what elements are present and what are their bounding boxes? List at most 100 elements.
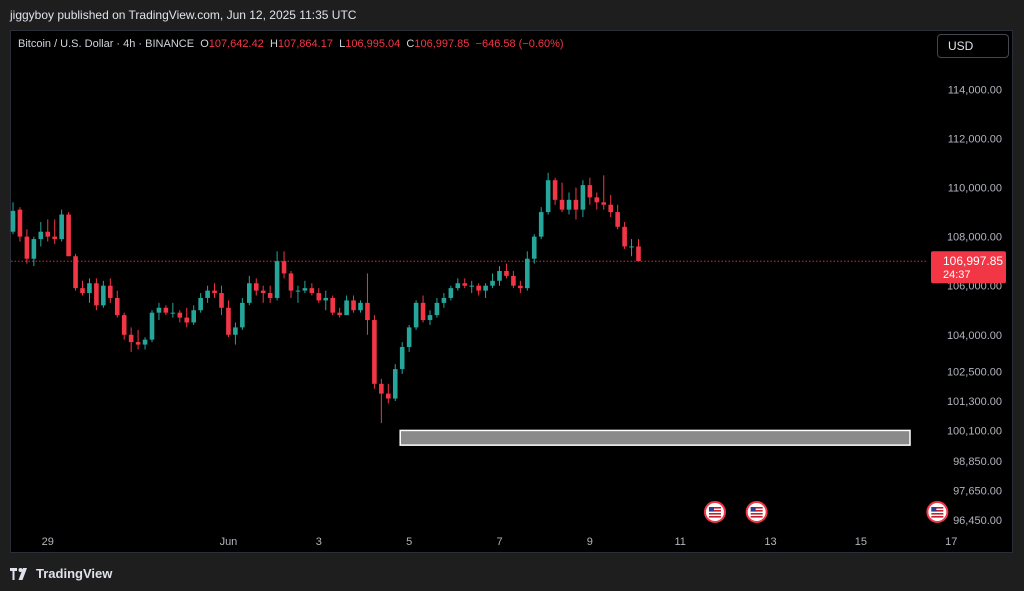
candle-body[interactable]: [10, 210, 16, 232]
candle-body[interactable]: [17, 209, 23, 237]
candle-body[interactable]: [531, 236, 537, 259]
candle-body[interactable]: [184, 317, 190, 323]
candle-body[interactable]: [253, 283, 259, 291]
candle-body[interactable]: [219, 293, 224, 308]
candle-body[interactable]: [566, 199, 572, 210]
y-tick-label: 97,650.00: [953, 486, 1002, 498]
candle-body[interactable]: [80, 288, 85, 294]
candle-body[interactable]: [163, 307, 169, 313]
candle-body[interactable]: [149, 312, 155, 340]
candle-body[interactable]: [323, 297, 329, 301]
candle-body[interactable]: [365, 302, 370, 321]
candle-body[interactable]: [212, 290, 217, 294]
candle-body[interactable]: [490, 280, 495, 286]
candle-body[interactable]: [38, 231, 44, 240]
candle-body[interactable]: [31, 239, 37, 259]
candle-body[interactable]: [142, 339, 148, 345]
candle-body[interactable]: [128, 334, 134, 343]
candle-body[interactable]: [344, 300, 349, 316]
candle-body[interactable]: [608, 204, 613, 213]
candle-body[interactable]: [66, 214, 71, 257]
candle-body[interactable]: [427, 315, 433, 321]
candle-body[interactable]: [441, 297, 447, 303]
candle-body[interactable]: [420, 302, 426, 321]
candle-body[interactable]: [448, 288, 454, 298]
candle-body[interactable]: [372, 320, 377, 384]
candle-body[interactable]: [406, 327, 412, 348]
candle-body[interactable]: [177, 312, 183, 318]
candle-body[interactable]: [399, 347, 405, 370]
candle-body[interactable]: [170, 312, 176, 314]
candle-body[interactable]: [386, 393, 391, 399]
candle-body[interactable]: [629, 246, 634, 248]
candle-body[interactable]: [587, 185, 593, 198]
candle-body[interactable]: [45, 231, 51, 237]
candle-body[interactable]: [337, 312, 342, 316]
candle-body[interactable]: [191, 310, 196, 323]
candle-body[interactable]: [302, 288, 308, 291]
candle-body[interactable]: [559, 199, 565, 210]
candle-body[interactable]: [622, 226, 627, 247]
candle-body[interactable]: [483, 285, 488, 291]
candle-body[interactable]: [24, 236, 30, 259]
candle-body[interactable]: [260, 290, 266, 294]
candle-body[interactable]: [267, 293, 273, 298]
candle-body[interactable]: [233, 327, 238, 335]
candle-body[interactable]: [156, 307, 162, 313]
us-flag-icon[interactable]: [703, 501, 726, 523]
candle-body[interactable]: [413, 302, 419, 328]
candle-body[interactable]: [538, 212, 544, 237]
candle-body[interactable]: [552, 180, 558, 200]
candle-body[interactable]: [462, 283, 468, 286]
support-zone-box[interactable]: [399, 429, 911, 446]
candle-body[interactable]: [379, 383, 384, 394]
candle-body[interactable]: [52, 236, 57, 240]
candle-body[interactable]: [580, 185, 586, 210]
candle-body[interactable]: [601, 202, 607, 205]
candle-body[interactable]: [114, 297, 120, 316]
candle-body[interactable]: [504, 270, 509, 276]
candle-body[interactable]: [59, 214, 64, 240]
candle-body[interactable]: [247, 283, 252, 303]
candle-body[interactable]: [205, 290, 210, 298]
candle-body[interactable]: [497, 270, 502, 281]
us-flag-icon[interactable]: [745, 501, 768, 523]
candle-body[interactable]: [518, 285, 523, 289]
candle-body[interactable]: [469, 285, 474, 287]
candle-body[interactable]: [281, 261, 287, 274]
candle-body[interactable]: [87, 283, 92, 294]
candle-body[interactable]: [108, 285, 113, 298]
candle-body[interactable]: [288, 273, 294, 291]
candle-body[interactable]: [511, 275, 516, 286]
candle-body[interactable]: [121, 315, 127, 335]
candle-body[interactable]: [73, 256, 78, 289]
candle-body[interactable]: [455, 283, 461, 289]
candle-body[interactable]: [226, 307, 231, 335]
candle-body[interactable]: [198, 297, 203, 311]
candle-body[interactable]: [434, 302, 440, 316]
candle-body[interactable]: [358, 302, 363, 311]
candle-body[interactable]: [309, 288, 315, 294]
candle-body[interactable]: [525, 258, 530, 289]
candle-body[interactable]: [351, 300, 356, 311]
candle-body[interactable]: [135, 342, 141, 345]
chart-frame[interactable]: [10, 30, 1013, 553]
candle-body[interactable]: [392, 369, 398, 399]
candle-body[interactable]: [330, 297, 335, 313]
candle-body[interactable]: [573, 199, 579, 210]
candle-body[interactable]: [274, 261, 280, 298]
candle-body[interactable]: [594, 197, 600, 203]
candle-body[interactable]: [101, 285, 106, 306]
symbol-label[interactable]: Bitcoin / U.S. Dollar · 4h · BINANCE: [18, 38, 195, 50]
currency-button[interactable]: USD: [937, 34, 1009, 58]
candle-body[interactable]: [316, 293, 322, 301]
candle-body[interactable]: [94, 283, 99, 306]
us-flag-icon[interactable]: [926, 501, 949, 523]
candle-body[interactable]: [295, 290, 301, 292]
candle-body[interactable]: [636, 246, 641, 262]
candle-body[interactable]: [615, 212, 620, 227]
candle-body[interactable]: [545, 180, 551, 213]
candle-body[interactable]: [476, 285, 481, 291]
candle-body[interactable]: [240, 302, 245, 328]
